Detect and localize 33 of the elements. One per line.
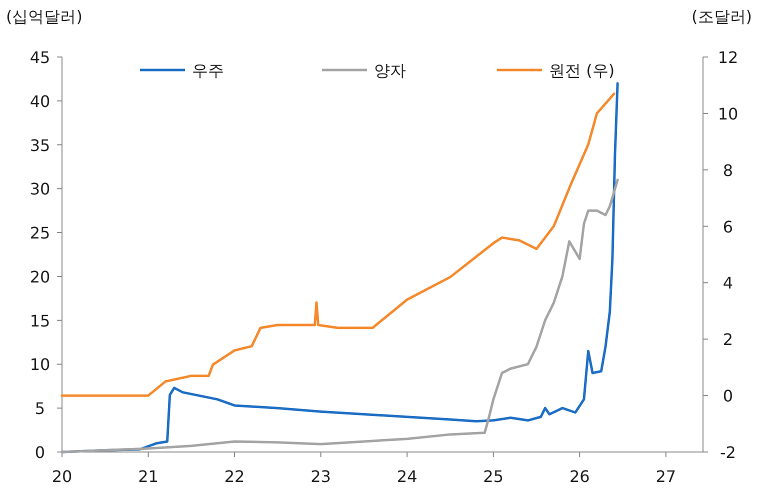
y2-tick-label: 8 <box>722 160 734 180</box>
line-series <box>60 92 616 397</box>
y-tick-label: 10 <box>30 355 50 374</box>
y-tick-label: 20 <box>30 267 50 286</box>
y2-tick-label: -2 <box>720 443 736 462</box>
y-tick-label: 40 <box>30 92 50 111</box>
y-axis-title: (십억달러) <box>6 7 82 26</box>
y2-tick-label: 0 <box>722 386 734 406</box>
y-tick-label: 35 <box>30 136 50 155</box>
y2-tick-label: 6 <box>722 217 734 236</box>
y2-tick-label: 4 <box>722 274 734 293</box>
x-tick-label: 25 <box>483 467 504 486</box>
y-tick-label: 45 <box>30 48 50 67</box>
y-tick-label: 0 <box>34 443 46 462</box>
y-tick-label: 30 <box>30 180 50 199</box>
legend-label: 양자 <box>374 61 406 80</box>
y-tick-label: 25 <box>30 224 50 243</box>
x-tick-label: 24 <box>396 467 418 486</box>
y2-tick-label: 2 <box>722 330 734 350</box>
y2-tick-label: 10 <box>718 104 738 124</box>
x-tick-label: 20 <box>52 467 72 486</box>
y2-axis-title: (조달러) <box>692 7 752 26</box>
legend-label: 우주 <box>192 61 224 80</box>
legend-label: 원전 (우) <box>549 61 615 80</box>
y-tick-label: 5 <box>34 399 46 418</box>
x-tick-label: 26 <box>569 467 590 486</box>
x-tick-label: 27 <box>656 467 676 486</box>
x-tick-label: 22 <box>224 467 245 486</box>
line-series <box>60 178 619 454</box>
y-tick-label: 15 <box>30 311 50 330</box>
x-tick-label: 23 <box>310 467 331 486</box>
y2-tick-label: 12 <box>718 48 738 67</box>
x-tick-label: 21 <box>138 467 158 486</box>
